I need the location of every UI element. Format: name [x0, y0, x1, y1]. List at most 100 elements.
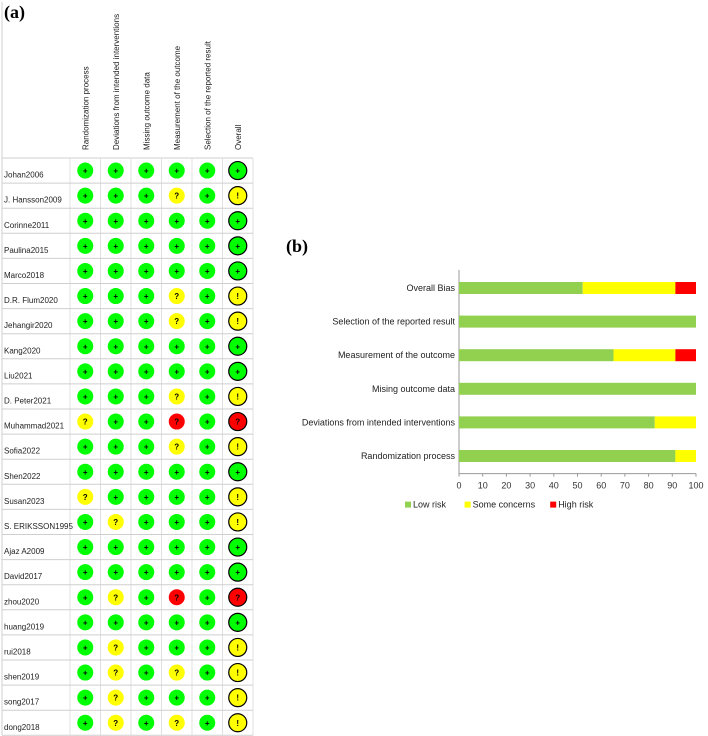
- dot-circle: [107, 639, 124, 656]
- judgement-dot: +: [138, 664, 155, 681]
- panel-a-label: (a): [4, 2, 25, 22]
- legend-item: Low risk: [405, 500, 447, 510]
- dot-circle: [107, 413, 124, 430]
- dot-symbol: +: [235, 468, 240, 477]
- legend-swatch: [464, 501, 471, 508]
- study-name: Johan2006: [4, 171, 44, 180]
- dot-circle: [168, 463, 185, 480]
- dot-circle: [138, 513, 155, 530]
- judgement-dot: +: [228, 361, 248, 381]
- dot-circle: [168, 438, 185, 455]
- dot-symbol: ?: [113, 669, 118, 678]
- dot-symbol: +: [205, 643, 210, 652]
- dot-circle: [138, 689, 155, 706]
- dot-symbol: +: [113, 418, 118, 427]
- category-label: Mising outcome data: [372, 384, 455, 394]
- judgement-dot: +: [107, 338, 124, 355]
- dot-symbol: ?: [113, 694, 118, 703]
- dot-circle: [138, 438, 155, 455]
- dot-symbol: +: [174, 367, 179, 376]
- bar-segment: [459, 450, 676, 462]
- judgement-dot: +: [138, 614, 155, 631]
- dot-circle: [77, 237, 94, 254]
- study-name: Marco2018: [4, 271, 45, 280]
- bar-segment: [459, 349, 614, 362]
- dot-circle: [228, 386, 248, 407]
- dot-circle: [138, 237, 155, 254]
- dot-symbol: +: [83, 669, 88, 678]
- judgement-dot: +: [228, 537, 248, 557]
- judgement-dot: +: [77, 262, 94, 279]
- dot-circle: [199, 212, 216, 229]
- dot-symbol: +: [113, 292, 118, 301]
- judgement-dot: +: [168, 162, 185, 179]
- judgement-dot: +: [107, 162, 124, 179]
- dot-circle: [199, 689, 216, 706]
- legend-swatch: [405, 501, 411, 508]
- dot-circle: [228, 662, 248, 683]
- judgement-dot: ?: [168, 438, 185, 455]
- judgement-dot: ?: [228, 587, 248, 607]
- judgement-dot: +: [228, 462, 248, 482]
- judgement-dot: +: [107, 614, 124, 631]
- dot-symbol: +: [174, 618, 179, 627]
- dot-symbol: +: [144, 719, 149, 728]
- judgement-dot: +: [199, 288, 216, 305]
- dot-circle: [168, 313, 185, 330]
- dot-circle: [107, 689, 124, 706]
- dot-symbol: ?: [174, 192, 179, 201]
- bar-segment: [459, 315, 696, 328]
- column-header: Missing outcome data: [142, 72, 151, 150]
- judgement-dot: +: [107, 539, 124, 556]
- dot-circle: [77, 714, 94, 731]
- dot-symbol: +: [205, 367, 210, 376]
- dot-symbol: +: [113, 493, 118, 502]
- dot-symbol: !: [236, 643, 239, 652]
- judgement-dot: !: [228, 662, 248, 683]
- judgement-dot: +: [77, 288, 94, 305]
- dot-circle: [107, 162, 124, 179]
- dot-circle: [199, 714, 216, 731]
- dot-symbol: +: [83, 694, 88, 703]
- legend-item: Some concerns: [464, 500, 536, 510]
- judgement-dot: !: [228, 688, 248, 708]
- judgement-dot: +: [199, 262, 216, 279]
- dot-circle: [107, 513, 124, 530]
- study-name: zhou2020: [4, 597, 40, 606]
- dot-symbol: ?: [83, 493, 88, 502]
- judgement-dot: +: [77, 338, 94, 355]
- dot-circle: [138, 413, 155, 430]
- dot-circle: [199, 237, 216, 254]
- dot-symbol: +: [83, 292, 88, 301]
- judgement-dot: +: [168, 262, 185, 279]
- dot-circle: [138, 288, 155, 305]
- dot-circle: [107, 539, 124, 556]
- judgement-dot: ?: [168, 589, 185, 606]
- dot-symbol: +: [83, 267, 88, 276]
- judgement-dot: +: [77, 589, 94, 606]
- judgement-dot: +: [199, 413, 216, 430]
- dot-symbol: +: [174, 568, 179, 577]
- dot-symbol: +: [83, 192, 88, 201]
- judgement-dot: +: [138, 564, 155, 581]
- dot-circle: [77, 664, 94, 681]
- dot-circle: [77, 614, 94, 631]
- dot-circle: [228, 487, 248, 507]
- judgement-dot: +: [199, 564, 216, 581]
- dot-circle: [228, 512, 248, 532]
- dot-symbol: +: [83, 568, 88, 577]
- dot-circle: [199, 338, 216, 355]
- judgement-dot: +: [199, 689, 216, 706]
- bar-segment: [613, 349, 676, 362]
- judgement-dot: !: [228, 512, 248, 532]
- dot-circle: [199, 288, 216, 305]
- dot-circle: [168, 689, 185, 706]
- dot-circle: [77, 689, 94, 706]
- dot-circle: [107, 262, 124, 279]
- dot-symbol: +: [205, 493, 210, 502]
- dot-symbol: ?: [235, 418, 240, 427]
- judgement-dot: +: [168, 513, 185, 530]
- dot-circle: [199, 262, 216, 279]
- judgement-dot: +: [199, 539, 216, 556]
- judgement-dot: +: [138, 262, 155, 279]
